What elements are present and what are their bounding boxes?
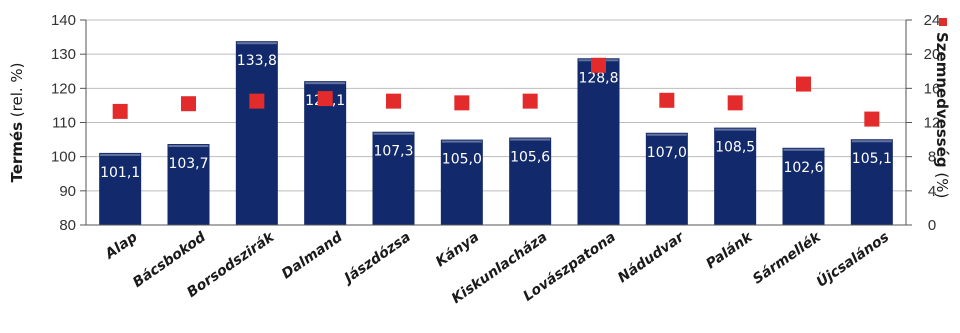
marker-point	[727, 95, 743, 111]
bar-highlight	[783, 148, 824, 151]
y-left-tick-label: 140	[51, 12, 76, 29]
bar	[235, 41, 278, 225]
bar-value-label: 105,0	[442, 152, 482, 168]
y-right-tick-label: 8	[928, 149, 936, 166]
x-tick-label: Nádudvar	[615, 229, 688, 287]
y-right-axis-title-unit: (%)	[933, 168, 951, 199]
y-left-axis-title-bold: Termés	[8, 122, 26, 183]
x-tick-label: Dalmand	[279, 229, 346, 283]
y-right-tick-label: 24	[924, 12, 941, 29]
y-right-tick-label: 20	[924, 46, 941, 63]
marker-point	[112, 103, 128, 119]
bar-highlight	[715, 128, 756, 131]
y-left-tick-label: 80	[59, 217, 76, 234]
bar	[850, 139, 893, 225]
y-right-axis-title: Szemnedvesség (%)	[933, 32, 951, 198]
bar-highlight	[168, 145, 209, 148]
y-right-tick-label: 16	[924, 80, 941, 97]
bar-value-label: 101,1	[100, 165, 140, 181]
bar-highlight	[510, 138, 551, 141]
y-right-tick-label: 12	[924, 115, 941, 132]
bar-value-label: 108,5	[715, 140, 755, 156]
y-left-tick-label: 130	[51, 46, 76, 63]
bar-value-label: 103,7	[168, 156, 208, 172]
bar-highlight	[851, 140, 892, 143]
y-left-tick-label: 120	[51, 80, 76, 97]
marker-point	[659, 92, 675, 108]
y-left-axis-title: Termés (rel. %)	[8, 62, 26, 182]
bar-highlight	[373, 132, 414, 135]
bar-highlight	[441, 140, 482, 143]
marker-point	[317, 91, 333, 107]
y-right-axis-title-bold: Szemnedvesség	[933, 32, 951, 168]
y-right-tick-label: 0	[928, 217, 936, 234]
marker-point	[249, 93, 265, 109]
marker-point	[864, 111, 880, 127]
bar-highlight	[305, 82, 346, 85]
y-left-tick-label: 90	[59, 183, 76, 200]
y-left-tick-label: 100	[51, 149, 76, 166]
bar	[99, 152, 142, 225]
bar-highlight	[236, 42, 277, 45]
bar-highlight	[646, 133, 687, 136]
bar	[509, 137, 552, 225]
bar	[577, 58, 620, 226]
bar-value-label: 107,3	[373, 144, 413, 160]
x-tick-label: Kánya	[433, 229, 482, 270]
bar-highlight	[100, 153, 141, 156]
marker-point	[796, 76, 811, 92]
bar	[372, 131, 415, 225]
legend-marker	[939, 18, 947, 26]
x-tick-label: Palánk	[703, 228, 756, 272]
marker-point	[522, 93, 538, 109]
bar-value-label: 102,6	[783, 160, 823, 176]
bar-value-label: 105,6	[510, 150, 550, 166]
bar-value-label: 133,8	[237, 53, 277, 69]
bar-value-label: 105,1	[852, 151, 892, 167]
marker-point	[181, 96, 196, 112]
marker-point	[454, 95, 470, 111]
bar	[167, 144, 210, 225]
bar-value-label: 128,8	[578, 70, 618, 86]
bar	[714, 127, 757, 225]
bar	[645, 132, 688, 225]
y-right-tick-label: 4	[928, 183, 936, 200]
y-left-axis-title-unit: (rel. %)	[8, 62, 26, 122]
bar-value-label: 107,0	[647, 145, 687, 161]
bar	[782, 147, 825, 225]
x-tick-label: Jászdózsa	[339, 229, 413, 288]
x-tick-label: Alap	[102, 229, 141, 263]
y-left-tick-label: 110	[52, 115, 76, 132]
x-tick-label: Újcsalános	[813, 228, 892, 291]
marker-point	[386, 93, 401, 109]
marker-point	[591, 57, 606, 73]
bar	[440, 139, 483, 225]
